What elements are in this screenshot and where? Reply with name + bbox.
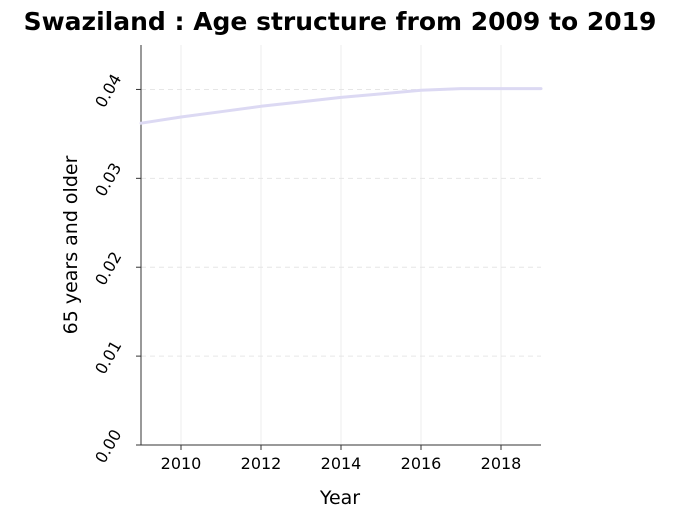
y-axis-ticks: 0.00 0.01 0.02 0.03 0.04 [91, 71, 141, 466]
series-line [139, 87, 543, 125]
x-tick-label: 2014 [321, 454, 362, 473]
x-tick-label: 2010 [161, 454, 202, 473]
y-tick-label: 0.03 [91, 159, 125, 199]
x-axis-label: Year [319, 487, 360, 509]
x-tick-label: 2012 [241, 454, 282, 473]
x-axis-ticks: 2010 2012 2014 2016 2018 [161, 445, 522, 473]
y-tick-label: 0.02 [91, 248, 125, 288]
y-axis-label: 65 years and older [60, 155, 82, 334]
y-tick-label: 0.01 [91, 337, 125, 377]
x-tick-label: 2018 [481, 454, 522, 473]
y-tick-label: 0.00 [91, 426, 125, 466]
series-group [139, 87, 543, 125]
y-tick-label: 0.04 [91, 71, 125, 111]
x-tick-label: 2016 [401, 454, 442, 473]
grid [141, 45, 541, 445]
chart-title: Swaziland : Age structure from 2009 to 2… [24, 7, 657, 36]
